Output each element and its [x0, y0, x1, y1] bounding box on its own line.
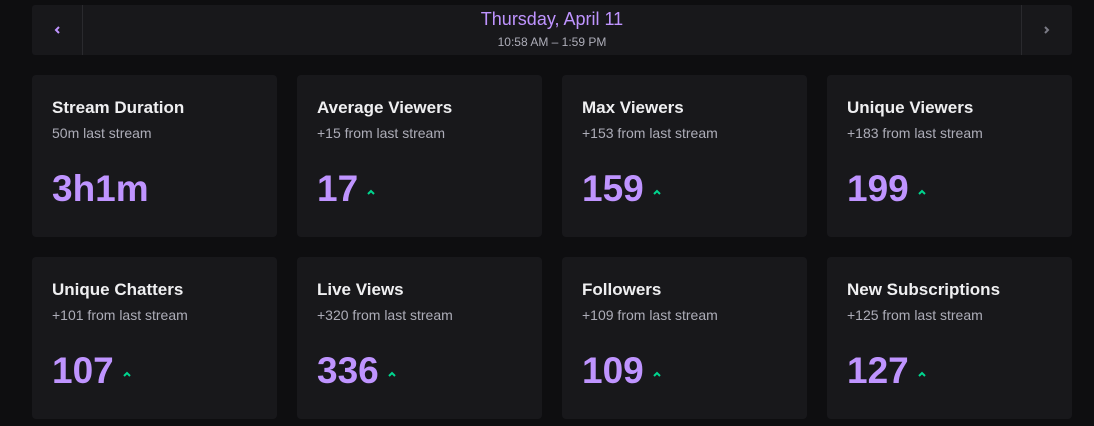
- trend-up-icon: [388, 371, 396, 377]
- card-title: Average Viewers: [317, 98, 453, 117]
- card-value-row: 127: [847, 350, 927, 392]
- card-title: Unique Chatters: [52, 280, 184, 299]
- card-value-row: 107: [52, 350, 132, 392]
- card-title: Followers: [582, 280, 662, 299]
- card-title: Max Viewers: [582, 98, 684, 117]
- card-subtitle: +101 from last stream: [52, 307, 188, 323]
- stat-card: Unique Chatters +101 from last stream 10…: [32, 257, 277, 419]
- card-value: 3h1m: [52, 168, 149, 209]
- next-button[interactable]: [1021, 5, 1072, 55]
- card-subtitle: +183 from last stream: [847, 125, 983, 141]
- stat-card: Followers +109 from last stream 109: [562, 257, 807, 419]
- stat-card: Unique Viewers +183 from last stream 199: [827, 75, 1072, 237]
- stream-time: 10:58 AM – 1:59 PM: [497, 35, 607, 49]
- stream-date: Thursday, April 11: [480, 9, 624, 29]
- trend-up-icon: [918, 371, 926, 377]
- card-title: New Subscriptions: [847, 280, 1001, 299]
- card-subtitle: 50m last stream: [52, 125, 152, 141]
- card-title: Stream Duration: [52, 98, 185, 117]
- card-title: Live Views: [317, 280, 404, 299]
- stat-card: New Subscriptions +125 from last stream …: [827, 257, 1072, 419]
- previous-button[interactable]: [32, 5, 83, 55]
- card-value: 199: [847, 168, 909, 209]
- card-subtitle: +125 from last stream: [847, 307, 983, 323]
- stat-card: Live Views +320 from last stream 336: [297, 257, 542, 419]
- date-header: Thursday, April 11 10:58 AM – 1:59 PM: [32, 5, 1072, 55]
- stat-card: Stream Duration 50m last stream 3h1m: [32, 75, 277, 237]
- card-value-row: 3h1m: [52, 168, 149, 210]
- chevron-right: [1044, 26, 1050, 34]
- chevron-left: [54, 26, 60, 34]
- card-value: 109: [582, 350, 644, 391]
- trend-up-icon: [653, 371, 661, 377]
- card-value-row: 159: [582, 168, 662, 210]
- card-value-row: 336: [317, 350, 397, 392]
- card-value-row: 199: [847, 168, 927, 210]
- card-value: 159: [582, 168, 644, 209]
- card-title: Unique Viewers: [847, 98, 974, 117]
- card-value-row: 17: [317, 168, 376, 210]
- card-value-row: 109: [582, 350, 662, 392]
- card-subtitle: +320 from last stream: [317, 307, 453, 323]
- card-subtitle: +109 from last stream: [582, 307, 718, 323]
- card-value: 336: [317, 350, 379, 391]
- trend-up-icon: [367, 189, 375, 195]
- card-subtitle: +15 from last stream: [317, 125, 445, 141]
- trend-up-icon: [918, 189, 926, 195]
- card-value: 127: [847, 350, 909, 391]
- card-value: 17: [317, 168, 359, 209]
- card-subtitle: +153 from last stream: [582, 125, 718, 141]
- trend-up-icon: [123, 371, 131, 377]
- stat-card: Max Viewers +153 from last stream 159: [562, 75, 807, 237]
- trend-up-icon: [653, 189, 661, 195]
- card-value: 107: [52, 350, 114, 391]
- stat-card: Average Viewers +15 from last stream 17: [297, 75, 542, 237]
